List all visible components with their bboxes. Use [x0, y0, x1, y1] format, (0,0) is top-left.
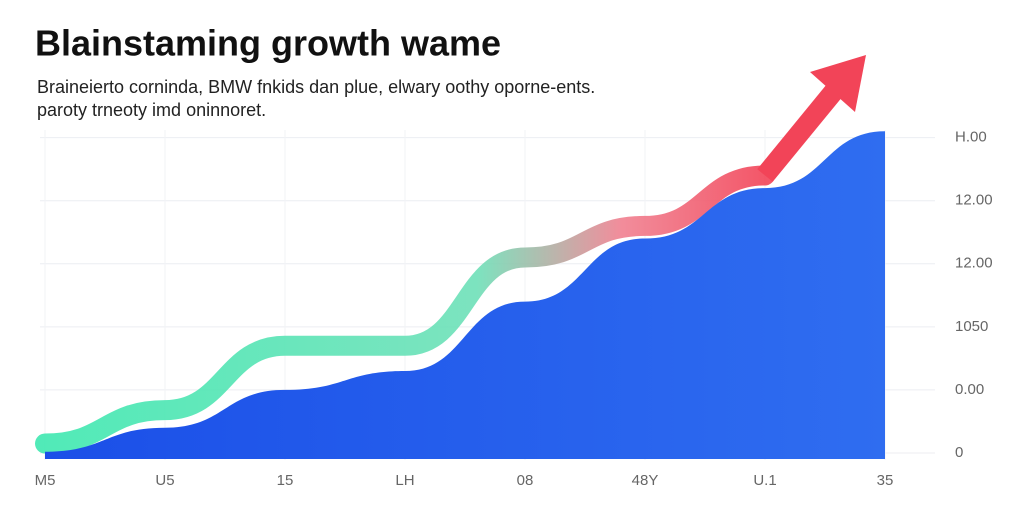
x-tick-label: U5: [155, 472, 174, 489]
chart-title: Blainstaming growth wame: [35, 23, 501, 64]
x-tick-label: LH: [395, 472, 414, 489]
y-tick-label: 0: [955, 444, 963, 461]
x-tick-label: 08: [517, 472, 534, 489]
y-tick-label: 0.00: [955, 381, 984, 398]
area: [45, 131, 885, 460]
trend-arrow-shaft: [757, 83, 843, 182]
x-tick-label: 48Y: [632, 472, 659, 489]
trend-line: [35, 165, 775, 454]
x-tick-label: 15: [277, 472, 294, 489]
y-tick-label: 12.00: [955, 255, 993, 272]
y-tick-label: 1050: [955, 318, 988, 335]
trend-arrow-head: [810, 55, 866, 112]
chart-subtitle: Braineierto corninda, BMW fnkids dan plu…: [37, 77, 595, 97]
y-tick-label: H.00: [955, 129, 987, 146]
chart-subtitle: paroty trneoty imd oninnoret.: [37, 100, 266, 120]
x-tick-label: M5: [35, 472, 56, 489]
x-tick-label: U.1: [753, 472, 776, 489]
x-tick-label: 35: [877, 472, 894, 489]
plot-area: 0 0.00 1050 12.00 12.00 H.00 M5 U5 15 LH 08 48Y U.1 3…: [35, 55, 993, 489]
y-tick-label: 12.00: [955, 192, 993, 209]
